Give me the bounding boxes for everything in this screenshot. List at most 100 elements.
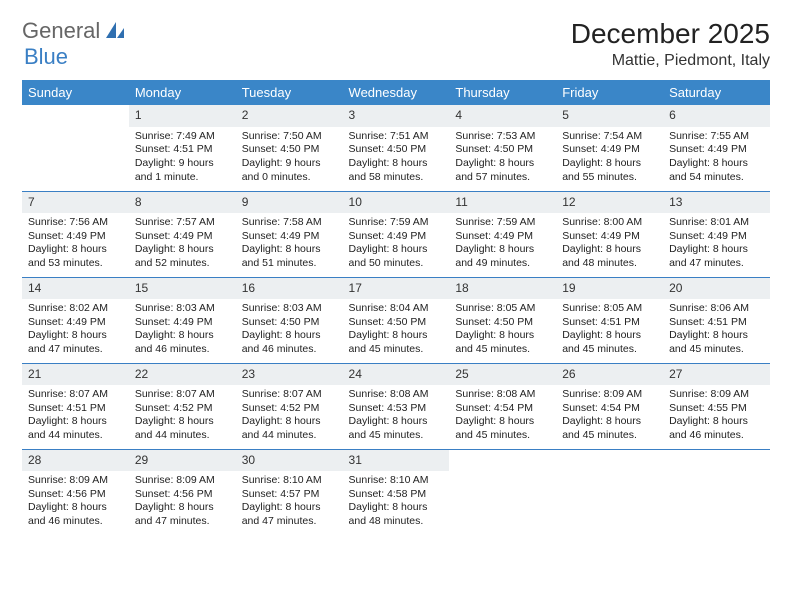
day-number: 5 <box>556 105 663 127</box>
sunset-text: Sunset: 4:50 PM <box>455 143 550 157</box>
sunrise-text: Sunrise: 8:10 AM <box>242 474 337 488</box>
day-cell: 21Sunrise: 8:07 AMSunset: 4:51 PMDayligh… <box>22 363 129 449</box>
day-details: Sunrise: 8:07 AMSunset: 4:52 PMDaylight:… <box>129 385 236 447</box>
day-details: Sunrise: 8:09 AMSunset: 4:54 PMDaylight:… <box>556 385 663 447</box>
day-cell: 12Sunrise: 8:00 AMSunset: 4:49 PMDayligh… <box>556 191 663 277</box>
day-cell: 19Sunrise: 8:05 AMSunset: 4:51 PMDayligh… <box>556 277 663 363</box>
day-cell: 29Sunrise: 8:09 AMSunset: 4:56 PMDayligh… <box>129 449 236 535</box>
sunset-text: Sunset: 4:49 PM <box>28 316 123 330</box>
day-details: Sunrise: 7:59 AMSunset: 4:49 PMDaylight:… <box>343 213 450 275</box>
day-cell: 16Sunrise: 8:03 AMSunset: 4:50 PMDayligh… <box>236 277 343 363</box>
sunrise-text: Sunrise: 8:02 AM <box>28 302 123 316</box>
calendar-table: Sunday Monday Tuesday Wednesday Thursday… <box>22 80 770 535</box>
week-row: 1Sunrise: 7:49 AMSunset: 4:51 PMDaylight… <box>22 105 770 191</box>
day-number <box>663 450 770 456</box>
day-number <box>556 450 663 456</box>
daylight-text: Daylight: 8 hours and 49 minutes. <box>455 243 550 270</box>
day-cell: 13Sunrise: 8:01 AMSunset: 4:49 PMDayligh… <box>663 191 770 277</box>
sunrise-text: Sunrise: 7:50 AM <box>242 130 337 144</box>
daylight-text: Daylight: 8 hours and 52 minutes. <box>135 243 230 270</box>
calendar-page: General December 2025 Mattie, Piedmont, … <box>0 0 792 545</box>
sunset-text: Sunset: 4:50 PM <box>242 316 337 330</box>
day-cell: 14Sunrise: 8:02 AMSunset: 4:49 PMDayligh… <box>22 277 129 363</box>
day-header-row: Sunday Monday Tuesday Wednesday Thursday… <box>22 80 770 105</box>
day-details: Sunrise: 8:10 AMSunset: 4:57 PMDaylight:… <box>236 471 343 533</box>
daylight-text: Daylight: 8 hours and 45 minutes. <box>455 415 550 442</box>
day-details: Sunrise: 8:05 AMSunset: 4:51 PMDaylight:… <box>556 299 663 361</box>
sunset-text: Sunset: 4:50 PM <box>349 143 444 157</box>
sunset-text: Sunset: 4:49 PM <box>455 230 550 244</box>
day-cell: 27Sunrise: 8:09 AMSunset: 4:55 PMDayligh… <box>663 363 770 449</box>
daylight-text: Daylight: 8 hours and 48 minutes. <box>562 243 657 270</box>
day-cell: 9Sunrise: 7:58 AMSunset: 4:49 PMDaylight… <box>236 191 343 277</box>
col-wednesday: Wednesday <box>343 80 450 105</box>
daylight-text: Daylight: 8 hours and 47 minutes. <box>669 243 764 270</box>
day-details: Sunrise: 7:50 AMSunset: 4:50 PMDaylight:… <box>236 127 343 189</box>
sunrise-text: Sunrise: 7:58 AM <box>242 216 337 230</box>
sunset-text: Sunset: 4:52 PM <box>135 402 230 416</box>
day-number <box>22 105 129 111</box>
day-details: Sunrise: 8:08 AMSunset: 4:54 PMDaylight:… <box>449 385 556 447</box>
col-monday: Monday <box>129 80 236 105</box>
day-number <box>449 450 556 456</box>
day-cell: 22Sunrise: 8:07 AMSunset: 4:52 PMDayligh… <box>129 363 236 449</box>
sunrise-text: Sunrise: 7:55 AM <box>669 130 764 144</box>
col-friday: Friday <box>556 80 663 105</box>
sunset-text: Sunset: 4:49 PM <box>28 230 123 244</box>
day-cell: 28Sunrise: 8:09 AMSunset: 4:56 PMDayligh… <box>22 449 129 535</box>
day-cell: 2Sunrise: 7:50 AMSunset: 4:50 PMDaylight… <box>236 105 343 191</box>
day-details: Sunrise: 8:04 AMSunset: 4:50 PMDaylight:… <box>343 299 450 361</box>
day-cell <box>556 449 663 535</box>
daylight-text: Daylight: 8 hours and 44 minutes. <box>28 415 123 442</box>
sunset-text: Sunset: 4:50 PM <box>455 316 550 330</box>
sunset-text: Sunset: 4:51 PM <box>669 316 764 330</box>
logo-text-general: General <box>22 18 100 44</box>
daylight-text: Daylight: 8 hours and 45 minutes. <box>562 329 657 356</box>
day-details: Sunrise: 7:54 AMSunset: 4:49 PMDaylight:… <box>556 127 663 189</box>
sunset-text: Sunset: 4:56 PM <box>28 488 123 502</box>
sunset-text: Sunset: 4:49 PM <box>135 316 230 330</box>
day-details: Sunrise: 7:55 AMSunset: 4:49 PMDaylight:… <box>663 127 770 189</box>
day-details: Sunrise: 7:51 AMSunset: 4:50 PMDaylight:… <box>343 127 450 189</box>
day-details: Sunrise: 7:56 AMSunset: 4:49 PMDaylight:… <box>22 213 129 275</box>
day-number: 21 <box>22 364 129 386</box>
daylight-text: Daylight: 8 hours and 51 minutes. <box>242 243 337 270</box>
daylight-text: Daylight: 8 hours and 58 minutes. <box>349 157 444 184</box>
daylight-text: Daylight: 8 hours and 47 minutes. <box>135 501 230 528</box>
sunrise-text: Sunrise: 8:03 AM <box>135 302 230 316</box>
sunset-text: Sunset: 4:53 PM <box>349 402 444 416</box>
logo: General <box>22 18 126 44</box>
day-number: 24 <box>343 364 450 386</box>
day-cell: 4Sunrise: 7:53 AMSunset: 4:50 PMDaylight… <box>449 105 556 191</box>
col-sunday: Sunday <box>22 80 129 105</box>
day-number: 9 <box>236 192 343 214</box>
day-number: 25 <box>449 364 556 386</box>
sunset-text: Sunset: 4:49 PM <box>562 230 657 244</box>
day-cell: 20Sunrise: 8:06 AMSunset: 4:51 PMDayligh… <box>663 277 770 363</box>
day-number: 6 <box>663 105 770 127</box>
col-tuesday: Tuesday <box>236 80 343 105</box>
day-details: Sunrise: 8:08 AMSunset: 4:53 PMDaylight:… <box>343 385 450 447</box>
day-details: Sunrise: 8:07 AMSunset: 4:51 PMDaylight:… <box>22 385 129 447</box>
day-details: Sunrise: 8:00 AMSunset: 4:49 PMDaylight:… <box>556 213 663 275</box>
week-row: 28 Sunrise: 8:09 AMSunset: 4:56 PM Dayligh… <box>22 449 770 535</box>
sunset-text: Sunset: 4:54 PM <box>455 402 550 416</box>
sunrise-text: Sunrise: 8:05 AM <box>455 302 550 316</box>
sunset-text: Sunset: 4:51 PM <box>135 143 230 157</box>
header: General December 2025 Mattie, Piedmont, … <box>22 18 770 70</box>
sunset-text: Sunset: 4:50 PM <box>242 143 337 157</box>
sunrise-text: Sunrise: 8:05 AM <box>562 302 657 316</box>
day-number: 28 <box>22 450 129 472</box>
day-number: 27 <box>663 364 770 386</box>
day-cell: 7Sunrise: 7:56 AMSunset: 4:49 PMDaylight… <box>22 191 129 277</box>
daylight-text: Daylight: 9 hours and 1 minute. <box>135 157 230 184</box>
daylight-text: Daylight: 8 hours and 47 minutes. <box>242 501 337 528</box>
sunrise-text: Sunrise: 8:03 AM <box>242 302 337 316</box>
sunrise-text: Sunrise: 8:09 AM <box>28 474 123 488</box>
daylight-text: Daylight: 8 hours and 48 minutes. <box>349 501 444 528</box>
day-details: Sunrise: 8:07 AMSunset: 4:52 PMDaylight:… <box>236 385 343 447</box>
sunset-text: Sunset: 4:51 PM <box>562 316 657 330</box>
sunrise-text: Sunrise: 8:06 AM <box>669 302 764 316</box>
sunset-text: Sunset: 4:57 PM <box>242 488 337 502</box>
week-row: 21Sunrise: 8:07 AMSunset: 4:51 PMDayligh… <box>22 363 770 449</box>
